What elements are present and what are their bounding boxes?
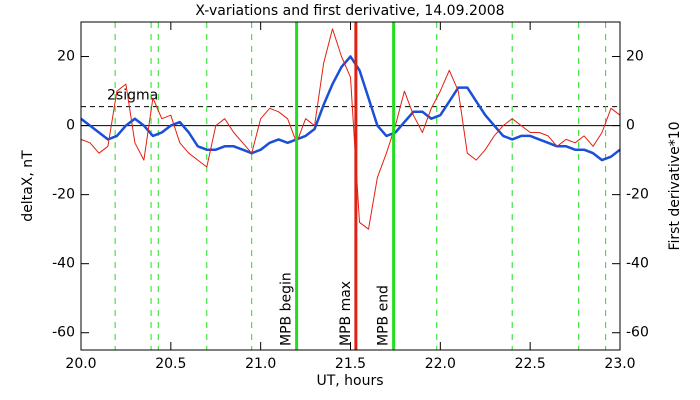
- series-line: [80, 55, 621, 162]
- y2-tick-label: -40: [626, 256, 649, 272]
- y2-tick-label: -20: [626, 187, 649, 203]
- y2-tick-label: -60: [626, 325, 649, 341]
- x-tick-label: 21.0: [245, 356, 276, 372]
- event-label: MPB end: [376, 285, 392, 346]
- x-tick-label: 20.5: [155, 356, 186, 372]
- chart-title: X-variations and first derivative, 14.09…: [195, 3, 504, 19]
- y2-tick-label: 20: [626, 49, 644, 65]
- y-tick-label: -60: [52, 325, 75, 341]
- x-tick-label: 20.0: [65, 356, 96, 372]
- x-tick-label: 23.0: [604, 356, 635, 372]
- x-tick-label: 22.0: [425, 356, 456, 372]
- y-axis-label: deltaX, nT: [20, 150, 36, 222]
- threshold-label: 2sigma: [107, 88, 158, 104]
- series-line: [80, 28, 621, 230]
- event-label: MPB begin: [279, 272, 295, 346]
- y2-axis-label: First derivative*10: [667, 121, 683, 250]
- x-axis-label: UT, hours: [316, 373, 383, 389]
- event-label: MPB max: [338, 281, 354, 346]
- x-tick-label: 21.5: [335, 356, 366, 372]
- y-tick-label: -20: [52, 187, 75, 203]
- y-tick-label: 0: [66, 118, 75, 134]
- y2-tick-label: 0: [626, 118, 635, 134]
- x-tick-label: 22.5: [515, 356, 546, 372]
- y-tick-label: -40: [52, 256, 75, 272]
- y-tick-label: 20: [57, 49, 75, 65]
